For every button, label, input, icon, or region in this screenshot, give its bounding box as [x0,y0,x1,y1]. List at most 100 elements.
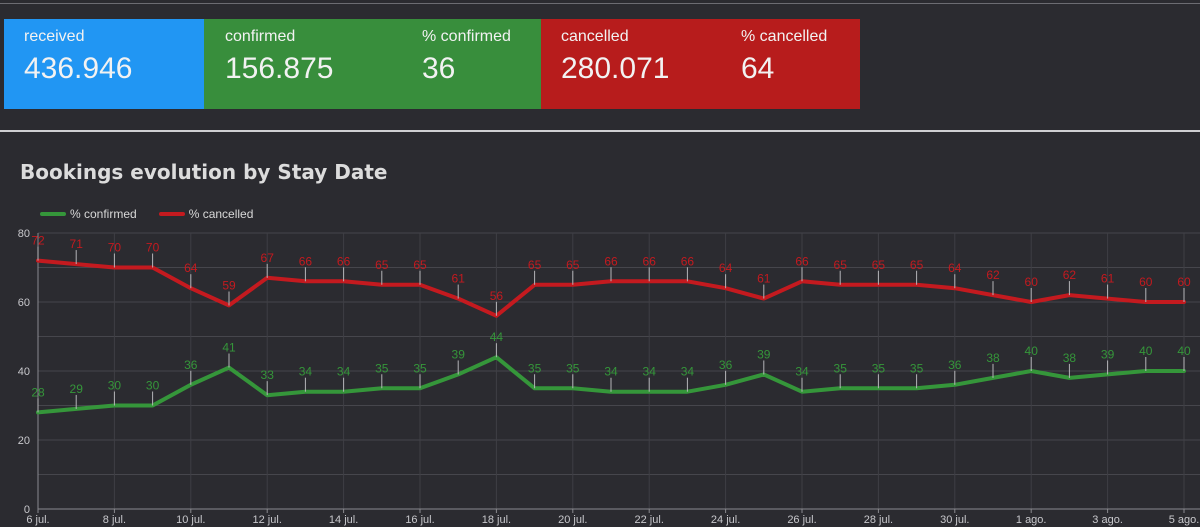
series-confirmed-data-label: 35 [566,361,580,375]
series-confirmed-data-label: 39 [1101,347,1115,361]
scorecard-confirmed[interactable]: confirmed 156.875 % confirmed 36 [204,19,541,109]
series-cancelled-data-label: 70 [146,241,160,255]
x-tick-label: 14 jul. [329,514,358,526]
y-tick-label: 0 [24,504,30,516]
series-cancelled-data-label: 65 [566,258,580,272]
y-tick-label: 40 [18,366,30,378]
series-cancelled-data-label: 60 [1025,275,1039,289]
series-confirmed-data-label: 35 [375,361,389,375]
y-tick-label: 60 [18,297,30,309]
series-cancelled-data-label: 56 [490,289,504,303]
top-divider [0,3,1200,4]
series-confirmed-data-label: 40 [1139,344,1153,358]
x-tick-label: 8 jul. [103,514,126,526]
pct-confirmed-value: 36 [422,52,456,85]
legend-item-cancelled[interactable]: % cancelled [158,207,253,221]
x-tick-label: 24 jul. [711,514,740,526]
series-cancelled-data-label: 70 [108,241,122,255]
series-cancelled-data-label: 60 [1139,275,1153,289]
series-confirmed-data-label: 35 [528,361,542,375]
chart-title: Bookings evolution by Stay Date [20,160,388,184]
x-tick-label: 22 jul. [635,514,664,526]
x-tick-label: 16 jul. [405,514,434,526]
series-cancelled-data-label: 66 [681,254,695,268]
scorecards: received 436.946 confirmed 156.875 % con… [4,19,860,109]
x-tick-label: 1 ago. [1016,514,1047,526]
series-cancelled-data-label: 65 [872,258,886,272]
scorecard-received[interactable]: received 436.946 [4,19,204,109]
series-cancelled-data-label: 62 [986,268,1000,282]
series-confirmed-data-label: 38 [986,351,1000,365]
series-cancelled-data-label: 72 [31,234,45,248]
series-cancelled-data-label: 65 [413,258,427,272]
received-value: 436.946 [24,52,133,85]
x-tick-label: 28 jul. [864,514,893,526]
series-confirmed-data-label: 41 [222,341,236,355]
series-cancelled-data-label: 62 [1063,268,1077,282]
legend-label-confirmed: % confirmed [70,207,137,221]
series-confirmed-data-label: 36 [948,358,962,372]
series-confirmed-data-label: 34 [337,365,351,379]
line-chart: 0 20 40 60 80 6 jul. 8 jul. 10 jul. 12 jul. 14 ju… [18,228,1200,526]
x-tick-label: 10 jul. [176,514,205,526]
series-confirmed-data-label: 34 [681,365,695,379]
x-tick-label: 3 ago. [1092,514,1123,526]
series-confirmed-data-label: 33 [261,368,275,382]
series-cancelled-data-label: 66 [795,254,809,268]
series-confirmed-data-label: 34 [795,365,809,379]
pct-confirmed-label: % confirmed [422,28,511,45]
series-confirmed-data-label: 39 [452,347,466,361]
chart-legend: % confirmed % cancelled [40,207,275,221]
series-confirmed-data-label: 44 [490,330,504,344]
series-cancelled-data-label: 59 [222,278,236,292]
series-cancelled-data-label: 61 [1101,272,1115,286]
series-cancelled-data-label: 71 [70,237,84,251]
series-cancelled-data-label: 64 [184,261,198,275]
series-confirmed-data-label: 39 [757,347,771,361]
x-tick-label: 6 jul. [26,514,49,526]
series-cancelled-data-label: 66 [604,254,618,268]
series-confirmed-data-label: 38 [1063,351,1077,365]
series-confirmed-data-label: 34 [643,365,657,379]
section-divider [0,130,1200,132]
x-tick-label: 18 jul. [482,514,511,526]
scorecard-cancelled[interactable]: cancelled 280.071 % cancelled 64 [541,19,860,109]
series-confirmed-data-label: 34 [299,365,313,379]
x-tick-label: 26 jul. [787,514,816,526]
series-confirmed-data-label: 35 [872,361,886,375]
series-cancelled-data-label: 64 [719,261,733,275]
series-confirmed-data-label: 30 [146,379,160,393]
series-cancelled-data-label: 67 [261,251,275,265]
series-cancelled-data-label: 60 [1177,275,1191,289]
series-confirmed-data-label: 35 [413,361,427,375]
series-confirmed-data-label: 29 [70,382,84,396]
series-confirmed-data-label: 40 [1025,344,1039,358]
pct-cancelled-label: % cancelled [741,28,828,45]
y-tick-label: 20 [18,435,30,447]
series-cancelled-data-label: 61 [452,272,466,286]
legend-item-confirmed[interactable]: % confirmed [40,207,137,221]
x-tick-label: 30 jul. [940,514,969,526]
series-cancelled-data-label: 61 [757,272,771,286]
series-cancelled-data-label: 65 [910,258,924,272]
series-confirmed-data-label: 36 [719,358,733,372]
x-tick-label: 5 ago. [1169,514,1200,526]
series-confirmed-data-label: 34 [604,365,618,379]
series-confirmed-data-label: 35 [834,361,848,375]
series-confirmed-data-label: 28 [31,385,45,399]
pct-cancelled-value: 64 [741,52,775,85]
series-cancelled-data-label: 64 [948,261,962,275]
series-cancelled-data-label: 65 [834,258,848,272]
x-tick-label: 12 jul. [253,514,282,526]
series-cancelled-data-label: 65 [528,258,542,272]
y-tick-label: 80 [18,228,30,240]
series-cancelled-data-label: 66 [299,254,313,268]
legend-swatch-confirmed [40,212,66,216]
series-cancelled-data-label: 65 [375,258,389,272]
x-tick-label: 20 jul. [558,514,587,526]
received-label: received [24,28,85,45]
series-confirmed-data-label: 40 [1177,344,1191,358]
cancelled-label: cancelled [561,28,629,45]
confirmed-value: 156.875 [225,52,334,85]
legend-swatch-cancelled [158,212,185,216]
